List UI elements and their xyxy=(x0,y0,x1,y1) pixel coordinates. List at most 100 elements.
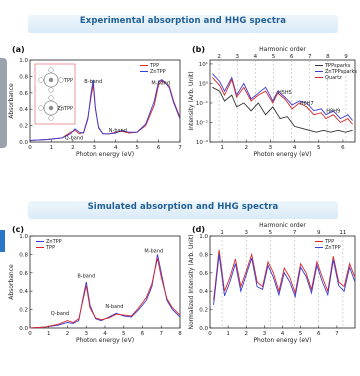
x-tick-label: 0 xyxy=(208,331,212,337)
x-axis-label: Photon energy (eV) xyxy=(253,337,311,344)
x-tick-label: 2 xyxy=(245,145,249,151)
panel-label: (a) xyxy=(12,45,25,54)
banner-title-simulated: Simulated absorption and HHG spectra xyxy=(87,202,279,212)
x-tick-label: 2 xyxy=(245,331,249,337)
banner-simulated: Simulated absorption and HHG spectra xyxy=(0,198,360,224)
series-line xyxy=(212,73,353,121)
x-tick-label: 0 xyxy=(28,145,32,151)
x-tick-label: 7 xyxy=(178,145,182,151)
y-tick-label: 0.8 xyxy=(19,74,28,80)
top-tick-label: 9 xyxy=(344,54,348,60)
top-tick-label: 1 xyxy=(220,230,224,236)
cropped-edge-left-blue xyxy=(0,230,5,252)
y-tick-label: 0.6 xyxy=(199,271,208,277)
y-tick-label: 1.0 xyxy=(19,234,28,240)
porphyrin-core xyxy=(48,77,54,83)
top-tick-label: 5 xyxy=(272,54,276,60)
peak-annotation: B-band xyxy=(84,79,102,85)
cropped-edge-left xyxy=(0,58,7,148)
legend-entry: TPP xyxy=(149,63,159,69)
x-tick-label: 3 xyxy=(85,331,89,337)
peak-annotation: Q-band xyxy=(65,136,83,142)
x-tick-label: 7 xyxy=(335,331,339,337)
legend-entry: ZnTPP xyxy=(46,239,62,245)
y-axis-label: Normalized Intensity (Arb. Unit) xyxy=(188,234,195,329)
plot-frame xyxy=(209,59,356,143)
inset-molecule-label: ZnTPP xyxy=(57,106,73,112)
x-tick-label: 8 xyxy=(178,331,182,337)
porphyrin-ring xyxy=(43,100,59,116)
legend-entry: TPP xyxy=(45,245,55,251)
banner-background xyxy=(28,15,338,33)
porphyrin-ring xyxy=(43,72,59,88)
y-tick-label: 0.4 xyxy=(199,289,208,295)
y-tick-label: 10⁰ xyxy=(199,80,209,87)
y-tick-label: 0.8 xyxy=(19,252,28,258)
y-tick-label: 10¹ xyxy=(199,61,208,68)
top-tick-label: 3 xyxy=(245,230,249,236)
top-tick-label: 7 xyxy=(308,54,312,60)
banner-title-experimental: Experimental absorption and HHG spectra xyxy=(79,16,287,26)
phenyl-ring xyxy=(48,67,54,73)
peak-annotation: N-band xyxy=(109,128,127,134)
phenyl-ring xyxy=(58,105,64,111)
top-tick-label: 8 xyxy=(326,54,330,60)
y-tick-label: 0.4 xyxy=(19,289,28,295)
y-tick-label: 1.0 xyxy=(19,58,28,64)
series-line xyxy=(213,254,356,306)
y-axis-label: Absorbance xyxy=(8,264,15,300)
legend-entry: Quartz xyxy=(325,75,342,81)
x-tick-label: 7 xyxy=(160,331,164,337)
legend-entry: ZnTPP xyxy=(325,245,341,251)
phenyl-ring xyxy=(48,87,54,93)
y-tick-label: 0.0 xyxy=(199,326,208,332)
x-tick-label: 6 xyxy=(341,145,345,151)
x-tick-label: 5 xyxy=(122,331,126,337)
peak-annotation: H5H5 xyxy=(278,90,292,96)
x-tick-label: 4 xyxy=(293,145,297,151)
series-line xyxy=(29,254,181,329)
phenyl-ring xyxy=(48,95,54,101)
y-tick-label: 0.8 xyxy=(199,252,208,258)
y-tick-label: 10⁻³ xyxy=(196,139,208,146)
y-tick-label: 0.6 xyxy=(19,271,28,277)
top-tick-label: 6 xyxy=(290,54,294,60)
x-tick-label: 5 xyxy=(317,145,321,151)
y-tick-label: 10⁻¹ xyxy=(196,100,208,107)
top-tick-label: 7 xyxy=(293,230,297,236)
banner-background xyxy=(28,201,338,219)
phenyl-ring xyxy=(38,77,44,83)
series-line xyxy=(29,79,181,141)
peak-annotation: H8H9 xyxy=(326,109,340,115)
x-tick-label: 0 xyxy=(28,331,32,337)
y-tick-label: 0.0 xyxy=(19,326,28,332)
series-line xyxy=(212,86,353,133)
y-tick-label: 0.2 xyxy=(199,308,208,314)
x-tick-label: 6 xyxy=(141,331,145,337)
phenyl-ring xyxy=(58,77,64,83)
top-tick-label: 11 xyxy=(339,230,346,236)
x-tick-label: 3 xyxy=(263,331,267,337)
x-axis-label: Photon energy (eV) xyxy=(253,151,311,158)
series-line xyxy=(212,77,353,125)
legend-entry: TPP xyxy=(324,239,334,245)
y-tick-label: 0.4 xyxy=(19,107,28,113)
x-tick-label: 5 xyxy=(135,145,139,151)
x-tick-label: 4 xyxy=(114,145,118,151)
y-tick-label: 10⁻² xyxy=(196,119,208,126)
x-tick-label: 5 xyxy=(299,331,303,337)
peak-annotation: H6H7 xyxy=(300,101,314,107)
inset-molecule-label: TPP xyxy=(63,78,73,84)
y-tick-label: 1.0 xyxy=(199,234,208,240)
panel-label: (c) xyxy=(12,225,24,234)
y-tick-label: 0.6 xyxy=(19,91,28,97)
legend-entry: ZnTPP xyxy=(150,69,166,75)
peak-annotation: N-band xyxy=(105,304,123,310)
top-tick-label: 4 xyxy=(254,54,258,60)
x-tick-label: 1 xyxy=(50,145,54,151)
peak-annotation: M-band xyxy=(151,81,170,87)
peak-annotation: M-band xyxy=(144,249,163,255)
y-tick-label: 0.2 xyxy=(19,308,28,314)
phenyl-ring xyxy=(38,105,44,111)
porphyrin-core xyxy=(48,105,54,111)
